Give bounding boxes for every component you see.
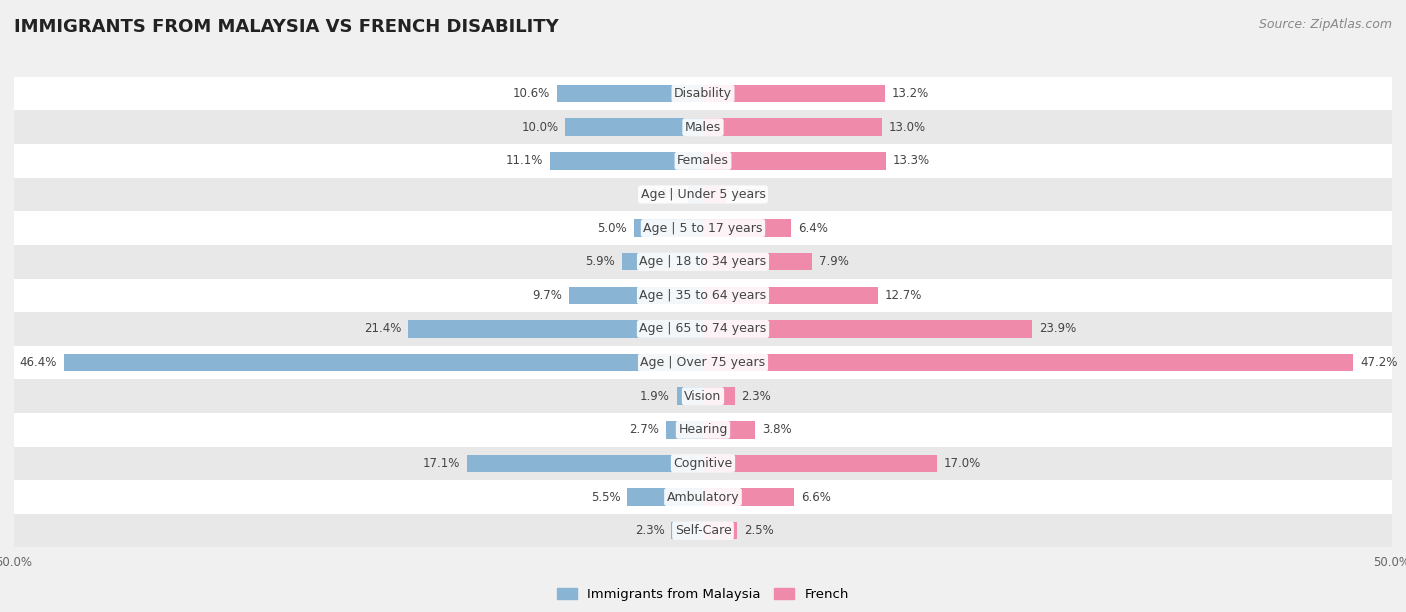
- Text: Females: Females: [678, 154, 728, 167]
- Text: Age | 65 to 74 years: Age | 65 to 74 years: [640, 323, 766, 335]
- Text: 9.7%: 9.7%: [533, 289, 562, 302]
- Text: 5.0%: 5.0%: [598, 222, 627, 234]
- Bar: [703, 421, 755, 439]
- Text: 6.4%: 6.4%: [799, 222, 828, 234]
- Text: 21.4%: 21.4%: [364, 323, 401, 335]
- Bar: [703, 219, 792, 237]
- Text: 12.7%: 12.7%: [884, 289, 922, 302]
- Text: Cognitive: Cognitive: [673, 457, 733, 470]
- Text: 1.9%: 1.9%: [640, 390, 669, 403]
- Bar: [14, 245, 1392, 278]
- Text: Self-Care: Self-Care: [675, 524, 731, 537]
- Bar: [408, 320, 703, 338]
- Bar: [557, 85, 703, 102]
- Text: 17.0%: 17.0%: [945, 457, 981, 470]
- Bar: [14, 144, 1392, 177]
- Text: Age | 5 to 17 years: Age | 5 to 17 years: [644, 222, 762, 234]
- Text: 7.9%: 7.9%: [818, 255, 849, 268]
- Bar: [14, 480, 1392, 514]
- Bar: [703, 354, 1354, 371]
- Legend: Immigrants from Malaysia, French: Immigrants from Malaysia, French: [551, 582, 855, 606]
- Text: 17.1%: 17.1%: [423, 457, 461, 470]
- Text: 1.7%: 1.7%: [734, 188, 763, 201]
- Bar: [703, 119, 882, 136]
- Text: 13.3%: 13.3%: [893, 154, 931, 167]
- Bar: [14, 76, 1392, 110]
- Bar: [14, 413, 1392, 447]
- Bar: [63, 354, 703, 371]
- Bar: [703, 320, 1032, 338]
- Bar: [467, 455, 703, 472]
- Bar: [14, 447, 1392, 480]
- Text: 6.6%: 6.6%: [801, 490, 831, 504]
- Bar: [703, 253, 811, 271]
- Text: 2.5%: 2.5%: [744, 524, 775, 537]
- Bar: [703, 522, 738, 539]
- Bar: [676, 387, 703, 405]
- Bar: [621, 253, 703, 271]
- Text: Age | 18 to 34 years: Age | 18 to 34 years: [640, 255, 766, 268]
- Bar: [14, 177, 1392, 211]
- Bar: [703, 387, 735, 405]
- Bar: [688, 185, 703, 203]
- Bar: [703, 286, 877, 304]
- Text: 10.6%: 10.6%: [513, 87, 550, 100]
- Bar: [569, 286, 703, 304]
- Bar: [565, 119, 703, 136]
- Bar: [634, 219, 703, 237]
- Text: 46.4%: 46.4%: [20, 356, 56, 369]
- Text: 47.2%: 47.2%: [1360, 356, 1398, 369]
- Text: 10.0%: 10.0%: [522, 121, 558, 134]
- Bar: [14, 514, 1392, 548]
- Text: 5.5%: 5.5%: [591, 490, 620, 504]
- Bar: [14, 211, 1392, 245]
- Bar: [627, 488, 703, 506]
- Text: 3.8%: 3.8%: [762, 424, 792, 436]
- Bar: [703, 488, 794, 506]
- Text: Age | 35 to 64 years: Age | 35 to 64 years: [640, 289, 766, 302]
- Text: 2.3%: 2.3%: [634, 524, 665, 537]
- Bar: [703, 185, 727, 203]
- Text: IMMIGRANTS FROM MALAYSIA VS FRENCH DISABILITY: IMMIGRANTS FROM MALAYSIA VS FRENCH DISAB…: [14, 18, 558, 36]
- Bar: [14, 312, 1392, 346]
- Text: 11.1%: 11.1%: [506, 154, 543, 167]
- Bar: [14, 346, 1392, 379]
- Text: Source: ZipAtlas.com: Source: ZipAtlas.com: [1258, 18, 1392, 31]
- Text: Males: Males: [685, 121, 721, 134]
- Text: Age | Over 75 years: Age | Over 75 years: [641, 356, 765, 369]
- Text: 2.3%: 2.3%: [741, 390, 772, 403]
- Text: Hearing: Hearing: [678, 424, 728, 436]
- Text: 1.1%: 1.1%: [651, 188, 681, 201]
- Bar: [14, 379, 1392, 413]
- Text: 2.7%: 2.7%: [628, 424, 659, 436]
- Text: Disability: Disability: [673, 87, 733, 100]
- Bar: [703, 85, 884, 102]
- Bar: [550, 152, 703, 170]
- Bar: [14, 110, 1392, 144]
- Text: Age | Under 5 years: Age | Under 5 years: [641, 188, 765, 201]
- Text: 5.9%: 5.9%: [585, 255, 614, 268]
- Bar: [703, 152, 886, 170]
- Text: Ambulatory: Ambulatory: [666, 490, 740, 504]
- Bar: [671, 522, 703, 539]
- Bar: [703, 455, 938, 472]
- Bar: [14, 278, 1392, 312]
- Text: 13.2%: 13.2%: [891, 87, 929, 100]
- Bar: [666, 421, 703, 439]
- Text: 13.0%: 13.0%: [889, 121, 927, 134]
- Text: 23.9%: 23.9%: [1039, 323, 1077, 335]
- Text: Vision: Vision: [685, 390, 721, 403]
